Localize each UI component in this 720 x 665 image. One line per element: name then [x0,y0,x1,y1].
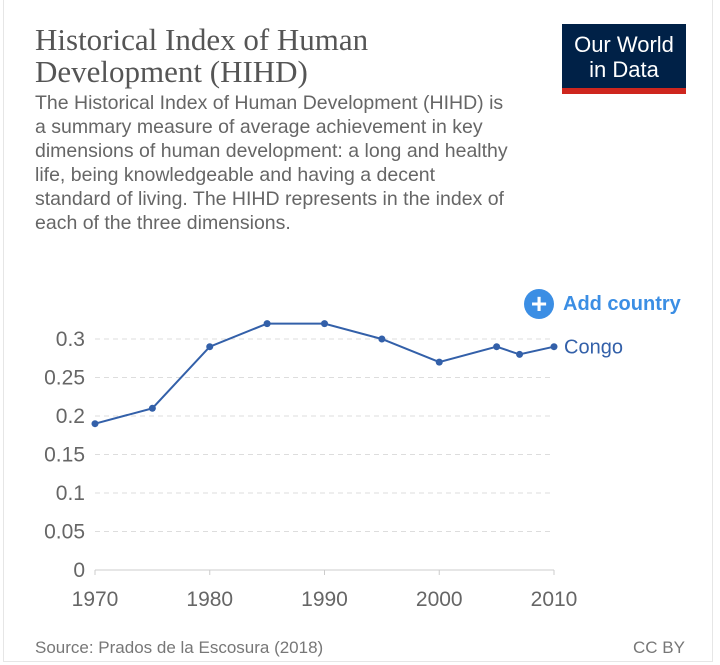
data-point [550,343,558,351]
x-tick-label: 1980 [186,588,233,611]
logo-line-2: in Data [589,57,659,82]
license-label[interactable]: CC BY [633,638,685,657]
y-tick-label: 0 [73,559,85,582]
data-point [263,320,271,328]
data-point [378,335,386,343]
y-tick-label: 0.05 [44,521,85,544]
y-tick-label: 0.25 [44,367,85,390]
y-tick-label: 0.2 [56,405,85,428]
data-point [91,420,99,428]
x-tick-label: 2000 [416,588,463,611]
logo-accent-bar [562,88,686,94]
data-point [435,358,443,366]
chart-title: Historical Index of Human Development (H… [35,22,369,89]
data-point [321,320,328,328]
x-tick-label: 1970 [72,588,119,611]
data-point [493,343,501,351]
series-line-congo [94,322,555,425]
logo-line-1: Our World [574,32,674,57]
data-point [516,350,524,358]
data-point [148,404,156,412]
y-tick-label: 0.1 [56,482,85,505]
source-note[interactable]: Source: Prados de la Escosura (2018) [35,638,324,657]
data-point [206,343,214,351]
owid-logo[interactable]: Our World in Data [562,24,686,94]
plus-circle-icon: + [524,289,554,319]
x-tick-label: 1990 [301,588,348,611]
x-tick-label: 2010 [531,588,578,611]
chart-frame [3,0,713,662]
series-label: Congo [564,337,623,359]
y-tick-label: 0.3 [56,328,85,351]
chart-subtitle: The Historical Index of Human Developmen… [35,92,508,234]
add-country-button[interactable]: + Add country [524,289,681,319]
y-tick-label: 0.15 [44,444,85,467]
add-country-label: Add country [563,292,681,315]
